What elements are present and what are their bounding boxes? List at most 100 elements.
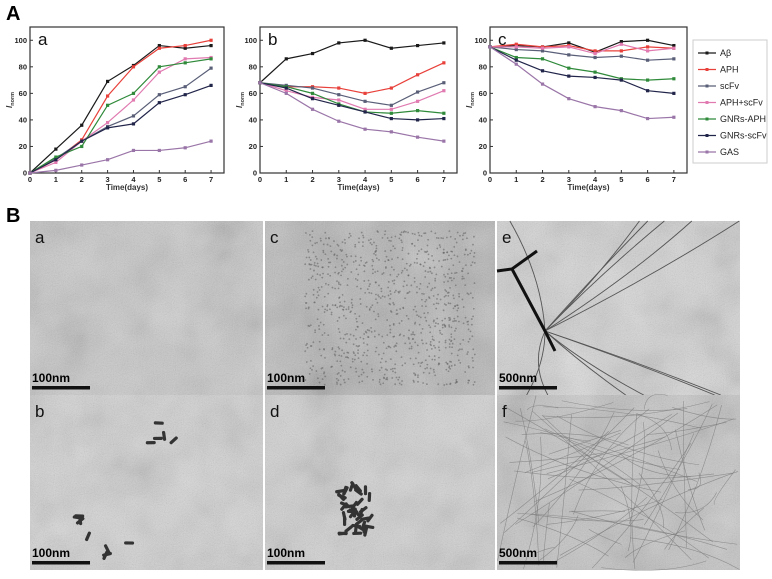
nanoparticle (445, 383, 448, 386)
nanoparticle (360, 373, 363, 376)
nanoparticle (358, 381, 361, 384)
fibril (675, 429, 706, 531)
gold-nanorod (352, 531, 363, 536)
nanoparticle (407, 336, 410, 339)
data-point (567, 97, 571, 101)
fibril (620, 485, 632, 552)
y-axis-label: Inorm (465, 92, 476, 108)
nanoparticle (438, 329, 441, 332)
data-point (593, 70, 597, 74)
data-point (183, 57, 187, 61)
nanoparticle (336, 320, 339, 322)
fibril (664, 507, 704, 550)
nanoparticle (354, 260, 357, 262)
nanoparticle (387, 294, 390, 297)
nanoparticle (391, 258, 393, 261)
nanoparticle (444, 289, 447, 291)
nanoparticle (459, 343, 462, 345)
nanoparticle (305, 361, 308, 363)
nanoparticle (403, 280, 406, 283)
nanoparticle (375, 298, 377, 301)
nanoparticle (448, 346, 451, 348)
nanoparticle (320, 259, 323, 261)
nanoparticle (443, 303, 446, 305)
data-point (310, 51, 315, 56)
x-tick-label: 2 (310, 175, 314, 184)
nanoparticle (368, 291, 371, 294)
nanoparticle (434, 325, 437, 328)
nanoparticle (448, 338, 451, 341)
data-point (593, 75, 597, 80)
data-point (337, 41, 341, 45)
y-tick-label: 40 (249, 115, 257, 124)
nanoparticle (337, 281, 340, 284)
nanoparticle (316, 273, 319, 276)
gold-nanorod (354, 484, 362, 493)
nanoparticle (417, 380, 419, 383)
nanoparticle (384, 230, 387, 233)
nanoparticle (426, 244, 429, 247)
nanoparticle (439, 332, 442, 334)
nanoparticle (473, 282, 476, 285)
plot-frame (489, 26, 688, 174)
nanoparticle (384, 260, 387, 263)
nanoparticle (431, 358, 434, 361)
nanoparticle (407, 231, 410, 234)
data-point (80, 139, 84, 143)
nanoparticle (367, 239, 370, 242)
nanoparticle (334, 304, 337, 307)
nanoparticle (454, 272, 456, 275)
nanoparticle (358, 375, 360, 378)
nanoparticle (437, 237, 440, 240)
gold-nanorod (360, 516, 371, 521)
nanoparticle (398, 376, 401, 379)
y-tick-label: 60 (479, 89, 487, 98)
nanoparticle (391, 367, 394, 370)
nanoparticle (405, 284, 408, 287)
nanoparticle (432, 259, 435, 262)
data-point (416, 90, 420, 94)
data-point (442, 116, 446, 121)
gold-nanorod (161, 430, 167, 441)
nanoparticle (358, 241, 360, 244)
nanoparticle (449, 318, 452, 321)
nanoparticle (441, 326, 444, 329)
nanoparticle (345, 317, 347, 320)
nanoparticle (330, 366, 333, 368)
nanoparticle (353, 358, 356, 361)
nanoparticle (322, 243, 325, 246)
data-point (209, 139, 213, 143)
nanoparticle (321, 334, 324, 336)
data-point (389, 130, 393, 134)
nanoparticle (377, 294, 380, 297)
nanoparticle (362, 234, 364, 237)
data-point (157, 46, 161, 50)
nanoparticle (397, 290, 400, 293)
nanoparticle (336, 373, 339, 375)
y-tick-label: 80 (479, 62, 487, 71)
data-point (646, 78, 650, 82)
nanoparticle (314, 331, 316, 334)
nanoparticle (368, 285, 371, 287)
x-tick-label: 0 (258, 175, 262, 184)
nanoparticle (466, 292, 469, 295)
nanoparticle (362, 342, 365, 344)
nanoparticle (438, 244, 441, 246)
nanoparticle (336, 360, 339, 363)
nanoparticle (318, 381, 321, 384)
nanoparticle (378, 381, 381, 383)
nanoparticle (394, 235, 397, 238)
nanoparticle (383, 295, 386, 298)
nanoparticle (379, 383, 382, 386)
nanoparticle (304, 350, 307, 353)
data-point (646, 38, 650, 42)
data-point (619, 49, 623, 53)
nanoparticle (422, 371, 425, 374)
nanoparticle (404, 362, 407, 365)
data-point (363, 110, 367, 114)
nanoparticle (445, 304, 447, 306)
y-axis-label: Inorm (5, 92, 16, 108)
nanoparticle (315, 264, 317, 267)
fibril (713, 469, 736, 505)
nanoparticle (385, 255, 388, 258)
